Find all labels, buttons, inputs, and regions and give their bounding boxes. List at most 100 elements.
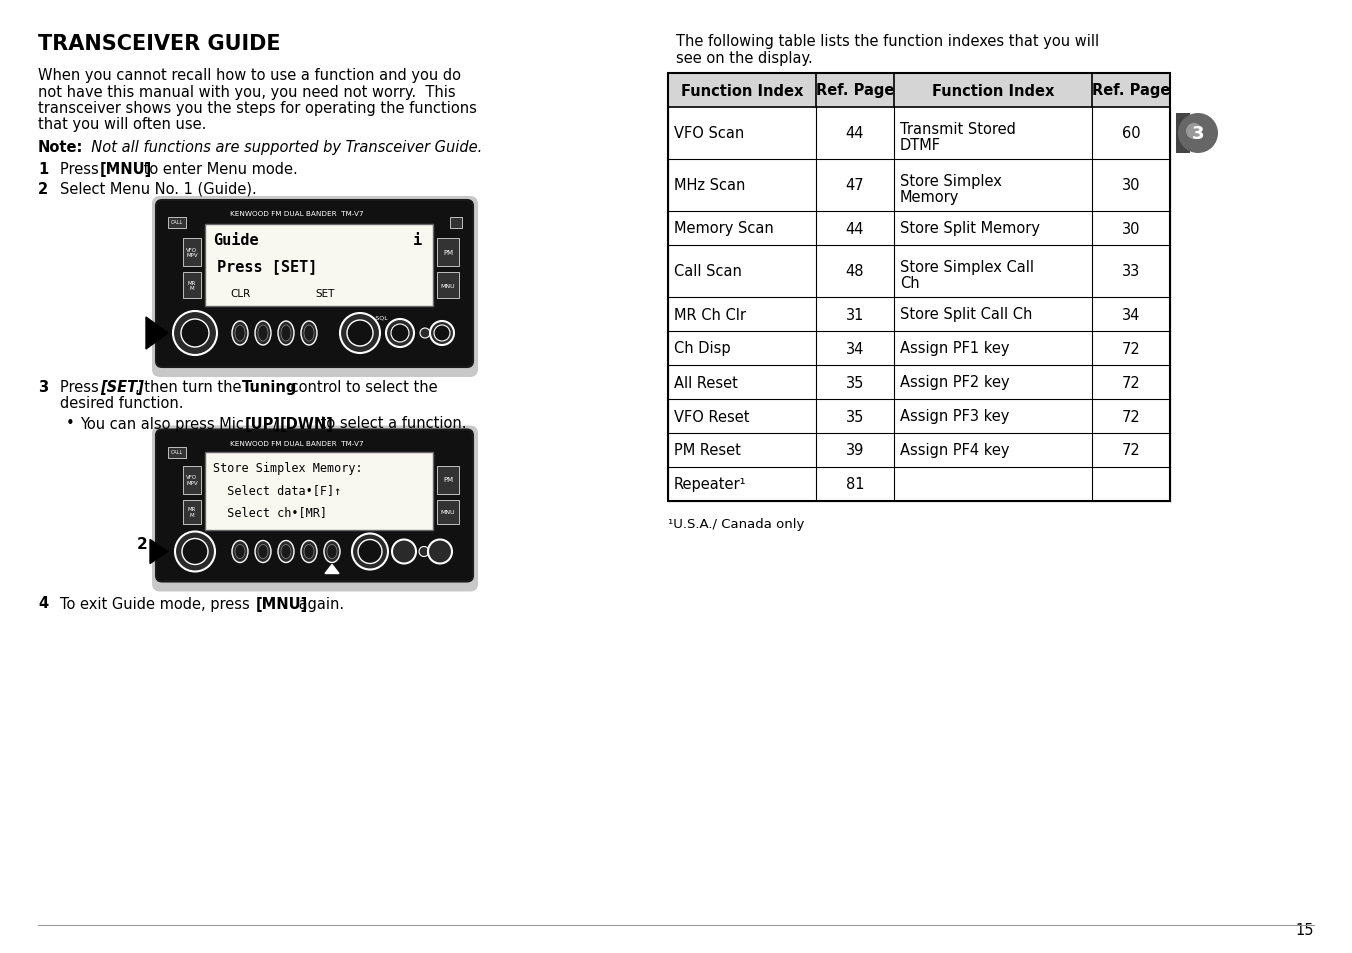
Circle shape — [420, 329, 430, 338]
Bar — [668, 74, 1169, 108]
Bar — [168, 447, 187, 458]
Text: Ch Disp: Ch Disp — [675, 341, 730, 356]
Text: 47: 47 — [846, 178, 864, 193]
FancyBboxPatch shape — [155, 201, 473, 368]
Bar — [450, 218, 462, 229]
Text: 4: 4 — [38, 596, 49, 611]
Circle shape — [339, 314, 380, 354]
Text: see on the display.: see on the display. — [676, 51, 813, 66]
Text: control to select the: control to select the — [287, 379, 438, 395]
Text: 72: 72 — [1122, 409, 1140, 424]
Text: again.: again. — [293, 596, 345, 611]
Circle shape — [352, 534, 388, 570]
Text: VOL•SQL: VOL•SQL — [360, 314, 389, 319]
Ellipse shape — [304, 545, 314, 558]
Text: Store Split Call Ch: Store Split Call Ch — [900, 307, 1033, 322]
Text: Guide: Guide — [214, 233, 258, 248]
Text: desired function.: desired function. — [59, 396, 184, 411]
Ellipse shape — [301, 322, 316, 346]
Text: To exit Guide mode, press: To exit Guide mode, press — [59, 596, 254, 611]
Text: Select ch•[MR]: Select ch•[MR] — [214, 506, 327, 519]
Bar — [183, 500, 201, 524]
Ellipse shape — [235, 545, 245, 558]
Text: When you cannot recall how to use a function and you do: When you cannot recall how to use a func… — [38, 68, 461, 83]
Ellipse shape — [233, 322, 247, 346]
Text: 35: 35 — [846, 409, 864, 424]
Text: You can also press Mic: You can also press Mic — [80, 416, 249, 431]
Circle shape — [1186, 124, 1202, 140]
Text: Call Scan: Call Scan — [675, 264, 742, 279]
Bar — [437, 239, 458, 267]
FancyBboxPatch shape — [151, 426, 479, 592]
Circle shape — [181, 319, 210, 348]
Bar — [206, 452, 433, 530]
Text: The following table lists the function indexes that you will: The following table lists the function i… — [676, 34, 1099, 49]
Text: 72: 72 — [1122, 443, 1140, 458]
Text: VFO Reset: VFO Reset — [675, 409, 749, 424]
Text: that you will often use.: that you will often use. — [38, 117, 207, 132]
Text: DTMF: DTMF — [900, 138, 941, 152]
Text: Note:: Note: — [38, 140, 84, 154]
Text: [DWN]: [DWN] — [280, 416, 334, 431]
Ellipse shape — [301, 541, 316, 563]
Text: CLR: CLR — [230, 289, 250, 298]
Ellipse shape — [281, 545, 291, 558]
Text: Memory: Memory — [900, 190, 960, 205]
Ellipse shape — [258, 326, 268, 341]
Text: 44: 44 — [846, 221, 864, 236]
Circle shape — [1178, 113, 1218, 153]
Ellipse shape — [327, 545, 337, 558]
Text: KENWOOD FM DUAL BANDER  TM-V7: KENWOOD FM DUAL BANDER TM-V7 — [230, 211, 364, 216]
Text: MR
M: MR M — [188, 280, 196, 291]
Circle shape — [392, 540, 416, 564]
Text: 2: 2 — [137, 537, 147, 552]
Text: [MNU]: [MNU] — [100, 162, 153, 177]
Bar — [437, 500, 458, 524]
Text: to select a function.: to select a function. — [316, 416, 466, 431]
Bar — [437, 273, 458, 298]
Text: 81: 81 — [846, 477, 864, 492]
Text: i: i — [412, 233, 422, 248]
Polygon shape — [146, 317, 168, 350]
Text: transceiver shows you the steps for operating the functions: transceiver shows you the steps for oper… — [38, 101, 477, 116]
Text: 2: 2 — [38, 182, 49, 196]
Bar — [183, 466, 201, 494]
Circle shape — [358, 540, 383, 564]
Text: Assign PF4 key: Assign PF4 key — [900, 443, 1010, 458]
Text: [UP]: [UP] — [245, 416, 281, 431]
Polygon shape — [324, 565, 339, 574]
Text: VFO
MPV: VFO MPV — [187, 475, 197, 485]
Text: CALL: CALL — [170, 450, 183, 455]
Text: Function Index: Function Index — [932, 84, 1055, 98]
Circle shape — [173, 312, 218, 355]
Text: SET: SET — [315, 289, 334, 298]
Text: All Reset: All Reset — [675, 375, 738, 390]
Text: /: / — [273, 416, 279, 431]
Ellipse shape — [304, 326, 314, 341]
Text: 34: 34 — [1122, 307, 1140, 322]
Text: Function Index: Function Index — [681, 84, 803, 98]
FancyBboxPatch shape — [155, 430, 473, 582]
Text: [SET]: [SET] — [100, 379, 143, 395]
Text: Ch: Ch — [900, 275, 919, 291]
Text: Not all functions are supported by Transceiver Guide.: Not all functions are supported by Trans… — [82, 140, 483, 154]
Ellipse shape — [235, 326, 245, 341]
Text: Ref. Page: Ref. Page — [815, 84, 894, 98]
Bar — [668, 74, 1169, 501]
Text: 15: 15 — [1295, 923, 1314, 937]
Text: to enter Menu mode.: to enter Menu mode. — [139, 162, 297, 177]
Ellipse shape — [256, 322, 270, 346]
Ellipse shape — [258, 545, 268, 558]
Ellipse shape — [324, 541, 339, 563]
Text: Assign PF3 key: Assign PF3 key — [900, 409, 1010, 424]
Circle shape — [183, 539, 208, 565]
Text: Transmit Stored: Transmit Stored — [900, 122, 1015, 137]
Ellipse shape — [279, 322, 293, 346]
Text: PM Reset: PM Reset — [675, 443, 741, 458]
Circle shape — [429, 540, 452, 564]
Text: 48: 48 — [846, 264, 864, 279]
Circle shape — [391, 325, 410, 343]
Text: 3: 3 — [38, 379, 49, 395]
Text: 39: 39 — [846, 443, 864, 458]
Text: 31: 31 — [846, 307, 864, 322]
